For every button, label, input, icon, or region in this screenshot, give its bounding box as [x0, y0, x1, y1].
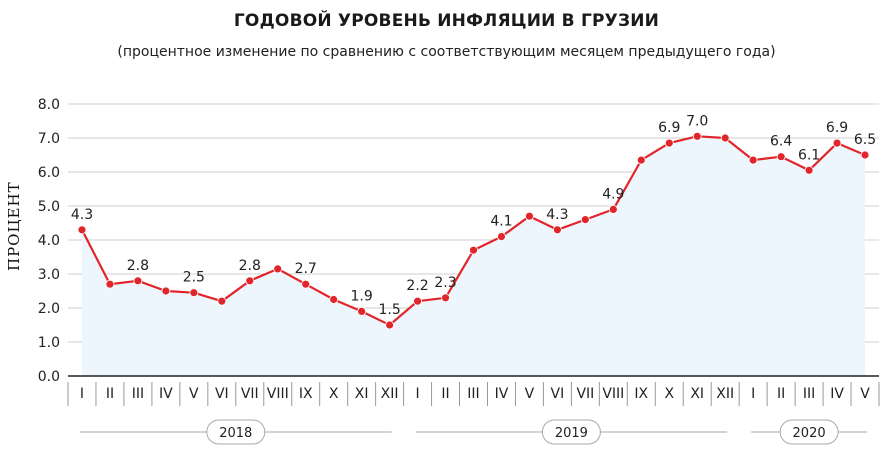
data-label: 2.3: [434, 275, 456, 291]
x-tick-label: I: [751, 386, 755, 402]
data-point: [832, 138, 842, 148]
data-point: [525, 211, 534, 221]
data-label: 2.2: [406, 278, 428, 294]
data-label: 1.9: [351, 288, 373, 304]
year-pill: [541, 419, 601, 445]
data-point: [413, 296, 422, 306]
data-point: [441, 293, 450, 303]
x-tick-label: IX: [634, 386, 648, 402]
x-tick-label: VII: [576, 386, 594, 402]
data-point: [608, 204, 618, 214]
data-point: [580, 215, 590, 225]
y-tick-label: 0.0: [38, 369, 60, 385]
data-point: [692, 131, 702, 141]
x-tick-label: I: [415, 386, 419, 402]
data-label: 4.1: [490, 214, 512, 230]
data-point: [664, 138, 674, 148]
y-tick-label: 3.0: [38, 267, 60, 283]
x-tick-label: V: [860, 386, 870, 402]
y-tick-label: 8.0: [38, 97, 60, 113]
y-tick-label: 4.0: [38, 233, 60, 249]
x-tick-label: III: [132, 386, 144, 402]
x-tick-label: X: [329, 386, 339, 402]
data-label: 2.8: [127, 258, 149, 274]
data-label: 2.8: [239, 258, 261, 274]
x-tick-label: II: [441, 386, 449, 402]
x-tick-label: XI: [690, 386, 704, 402]
data-point: [329, 295, 339, 304]
year-pill: [779, 419, 839, 445]
x-tick-label: VIII: [267, 386, 289, 402]
year-label: 2020: [793, 426, 826, 441]
data-label: 4.3: [546, 207, 568, 223]
x-tick-label: VI: [551, 386, 565, 402]
data-label: 6.9: [658, 120, 680, 136]
chart-title: ГОДОВОЙ УРОВЕНЬ ИНФЛЯЦИИ В ГРУЗИИ: [233, 11, 660, 31]
data-point: [217, 296, 227, 306]
data-point: [469, 245, 478, 255]
y-tick-label: 6.0: [38, 165, 60, 181]
data-label: 1.5: [378, 302, 400, 318]
data-point: [776, 152, 786, 162]
data-point: [636, 155, 646, 165]
data-point: [245, 276, 255, 286]
year-label: 2018: [219, 426, 252, 441]
x-tick-label: V: [525, 386, 535, 402]
x-tick-label: VIII: [602, 386, 624, 402]
x-tick-label: IV: [495, 386, 509, 402]
y-tick-label: 2.0: [38, 301, 60, 317]
data-point: [301, 279, 311, 289]
data-point: [357, 306, 367, 316]
data-point: [720, 133, 730, 143]
data-label: 7.0: [686, 113, 708, 129]
data-point: [385, 320, 395, 330]
data-point: [133, 276, 143, 286]
data-point: [77, 225, 87, 235]
x-tick-label: III: [467, 386, 479, 402]
data-label: 4.9: [602, 186, 624, 202]
x-tick-label: XII: [716, 386, 734, 402]
area-fill: [81, 136, 866, 376]
data-point: [189, 288, 199, 298]
x-tick-label: IV: [159, 386, 173, 402]
data-point: [748, 155, 758, 165]
data-label: 6.4: [770, 134, 792, 150]
data-point: [860, 150, 870, 160]
x-tick-label: XI: [355, 386, 369, 402]
data-point: [552, 225, 562, 235]
x-tick-label: X: [664, 386, 674, 402]
data-label: 2.5: [183, 270, 205, 286]
data-label: 4.3: [71, 207, 93, 223]
data-point: [273, 264, 283, 274]
data-label: 6.9: [826, 120, 848, 136]
x-tick-label: II: [777, 386, 785, 402]
x-tick-label: IV: [830, 386, 844, 402]
x-tick-label: II: [106, 386, 114, 402]
data-point: [105, 279, 115, 289]
x-tick-label: XII: [381, 386, 399, 402]
x-tick-label: III: [803, 386, 815, 402]
x-tick-label: VII: [241, 386, 259, 402]
data-label: 6.5: [854, 132, 876, 148]
data-label: 2.7: [295, 261, 317, 277]
data-point: [804, 165, 814, 175]
data-point: [161, 286, 171, 296]
year-label: 2019: [555, 426, 588, 441]
x-tick-label: I: [80, 386, 84, 402]
y-tick-label: 7.0: [38, 131, 60, 147]
x-tick-label: IX: [299, 386, 313, 402]
chart-subtitle: (процентное изменение по сравнению с соо…: [117, 44, 776, 60]
year-pill: [206, 419, 266, 445]
y-tick-label: 1.0: [38, 335, 60, 351]
data-label: 6.1: [798, 147, 820, 163]
y-tick-label: 5.0: [38, 199, 60, 215]
data-point: [497, 232, 506, 242]
x-tick-label: VI: [215, 386, 229, 402]
x-tick-label: V: [189, 386, 199, 402]
